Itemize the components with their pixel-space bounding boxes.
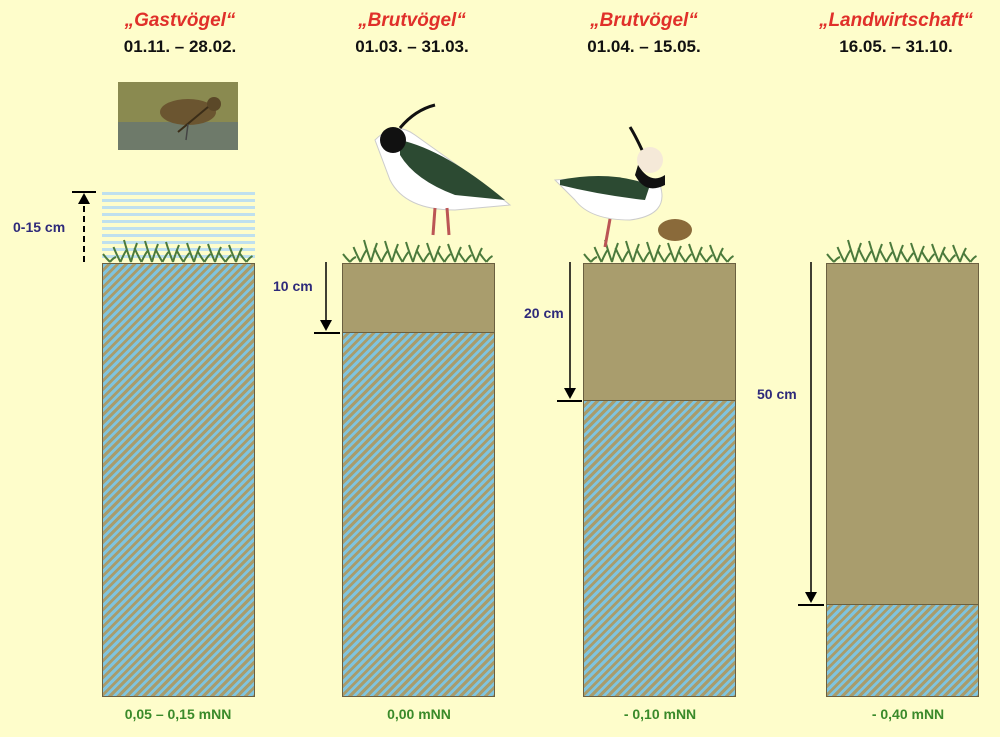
grass-tuft [352,246,368,263]
grass-tuft [920,250,936,263]
depth-label: 50 cm [757,386,797,402]
grass-tuft [962,252,977,263]
column-title: „Brutvögel“ [358,10,466,31]
grass-tuft [133,247,149,263]
grass-tuft [154,248,170,263]
grass-tuft [836,246,852,263]
grass-tuft [394,248,410,263]
grass-tuft [342,253,357,263]
grass-tuft [826,253,841,263]
grass-tuft [646,241,661,263]
grass-tuft [207,243,222,263]
grass-tuft [677,250,693,263]
column-title: „Landwirtschaft“ [818,10,974,31]
water-level-label: - 0,40 mNN [871,706,945,722]
column-title: „Brutvögel“ [590,10,698,31]
grass-tuft [667,242,682,263]
dry-soil-layer [827,264,978,605]
soil-column-landwirtschaft [826,263,979,697]
depth-arrow-50cm [798,262,824,606]
grass-tuft [384,240,399,263]
grass-tuft [635,248,651,263]
grass-tuft [719,252,734,263]
grass-tuft [238,252,253,263]
column-title: „Gastvögel“ [124,10,236,31]
snipe-photo [118,82,238,150]
grass-tuft [426,242,441,263]
column-dates: 01.04. – 15.05. [587,37,701,56]
grass-tuft [186,242,201,263]
grass-tuft [217,251,233,263]
grass-tuft [123,239,138,263]
grass-tuft [688,243,703,263]
grass-tuft [583,253,598,263]
flood-depth-arrow [72,191,96,262]
grass-tuft [847,239,862,263]
dry-soil-layer [343,264,494,333]
grass-tuft [593,246,609,263]
grass-tuft [457,251,473,263]
lapwing-with-chick-illustration [553,126,692,248]
grass-tuft [952,244,967,263]
depth-label: 0-15 cm [13,219,66,235]
column-dates: 01.11. – 28.02. [123,37,237,56]
grass-tuft [614,247,630,263]
grass-tuft [878,248,894,263]
grass-tuft [228,244,243,263]
grass-tuft [698,251,714,263]
grass-tuft [436,250,452,263]
column-dates: 16.05. – 31.10. [839,37,953,56]
grass-tuft [165,241,180,263]
grass-tuft [373,247,389,263]
grass-tuft [468,244,483,263]
grass-tuft [857,247,873,263]
grass-tuft [405,241,420,263]
water-level-label: 0,00 mNN [387,706,451,722]
depth-label: 20 cm [524,305,564,321]
lapwing-illustration [374,103,512,236]
grass-tuft [709,244,724,263]
grass-tuft [899,249,915,263]
grass-tuft [363,239,378,263]
grass-tuft [656,249,672,263]
grass-tuft [868,240,883,263]
grass-tuft [144,240,159,263]
depth-label: 10 cm [273,278,313,294]
soil-column-brutvoegel-april [583,263,736,697]
grass-tuft [931,243,946,263]
grass-tuft [625,240,640,263]
grass-tuft [478,252,493,263]
depth-arrow-10cm [314,262,340,334]
grass-tuft [941,251,957,263]
grass-tuft [910,242,925,263]
dry-soil-layer [584,264,735,401]
grass-tuft [447,243,462,263]
grass-tuft [112,246,128,263]
grass-tuft [196,250,212,263]
water-level-label: - 0,10 mNN [623,706,697,722]
grass-tuft [415,249,431,263]
grass-tuft [102,253,117,263]
soil-column-brutvoegel-march [342,263,495,697]
grass-tuft [889,241,904,263]
grass-tuft [175,249,191,263]
depth-arrow-20cm [557,262,582,402]
water-level-label: 0,05 – 0,15 mNN [124,706,232,722]
soil-column-gastvoegel [102,263,255,697]
column-dates: 01.03. – 31.03. [355,37,469,56]
